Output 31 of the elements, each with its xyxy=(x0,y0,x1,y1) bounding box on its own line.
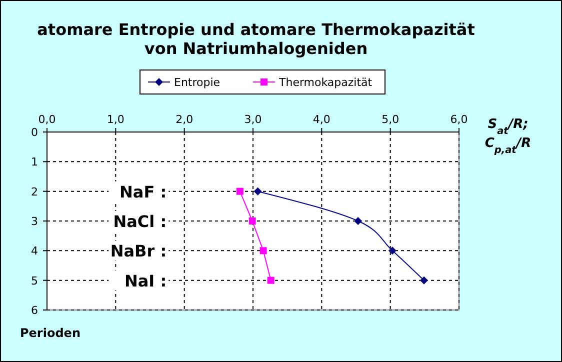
chart-title: atomare Entropie und atomare Thermokapazität von Natriumhalogeniden xyxy=(37,20,476,58)
y-tick-label: 5 xyxy=(31,274,38,288)
y-axis-title: Perioden xyxy=(20,326,80,340)
point xyxy=(260,247,267,254)
point xyxy=(354,217,362,225)
annotation: NaI : xyxy=(124,271,167,290)
x-tick-label: 3,0 xyxy=(244,113,262,126)
x-tick-label: 2,0 xyxy=(176,113,194,126)
y-tick-label: 6 xyxy=(31,304,38,317)
x-tick-label: 5,0 xyxy=(382,113,400,126)
point xyxy=(267,276,274,284)
legend-label: Entropie xyxy=(174,76,220,89)
y-tick-label: 3 xyxy=(31,215,38,228)
y-tick-label: 1 xyxy=(31,156,38,169)
y-tick-label: 2 xyxy=(31,185,38,198)
x-tick-label: 1,0 xyxy=(106,113,124,126)
point xyxy=(420,276,428,284)
point xyxy=(254,187,262,196)
x-tick-label: 6,0 xyxy=(450,113,468,126)
x-tick-label: 0,0 xyxy=(38,113,56,126)
annotation: NaF : xyxy=(120,182,167,202)
point xyxy=(388,246,396,255)
annotation: NaBr : xyxy=(110,242,167,261)
y-tick-label: 4 xyxy=(31,244,38,258)
x-axis-title: S$_{at}$/R; C$_{p,at}$/R xyxy=(484,117,532,156)
y-tick-label: 0 xyxy=(31,126,38,139)
annotation: NaCl : xyxy=(113,212,167,231)
point xyxy=(248,218,256,224)
point xyxy=(236,188,244,195)
x-tick-label: 4,0 xyxy=(312,113,330,126)
legend-label: Thermokapazität xyxy=(278,76,373,89)
